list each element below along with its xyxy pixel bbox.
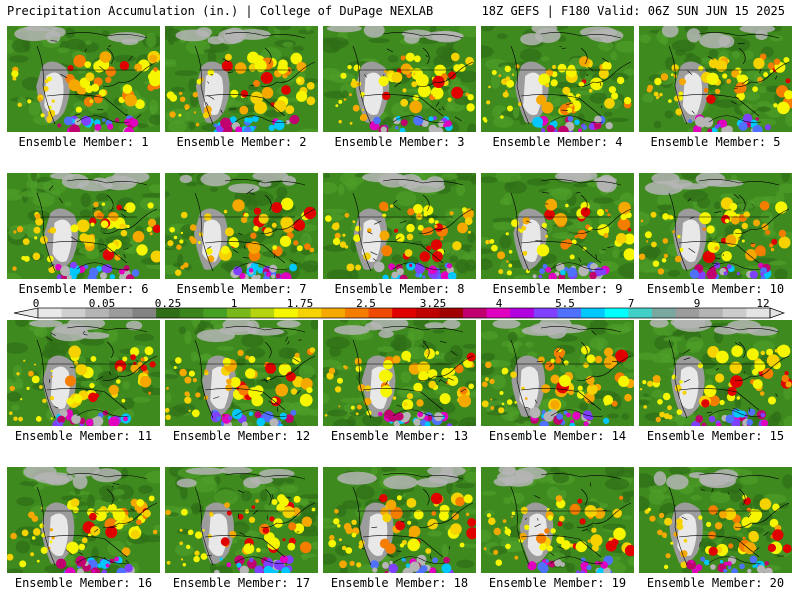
ensemble-map-4 <box>481 26 634 132</box>
colorbar-swatch <box>344 308 369 318</box>
colorbar-tick-label: 0.25 <box>154 297 182 310</box>
ensemble-member-label: Ensemble Member: 3 <box>334 135 465 149</box>
colorbar-max-arrow <box>769 307 786 319</box>
ensemble-map-20 <box>639 467 792 573</box>
ensemble-member-label: Ensemble Member: 16 <box>14 576 153 590</box>
ensemble-member-label: Ensemble Member: 10 <box>646 282 785 296</box>
ensemble-map-5 <box>639 26 792 132</box>
ensemble-member-label: Ensemble Member: 5 <box>650 135 781 149</box>
colorbar-tick-label: 0.05 <box>88 297 116 310</box>
ensemble-map-8 <box>323 173 476 279</box>
colorbar-swatch <box>226 308 251 318</box>
colorbar-swatch <box>533 308 558 318</box>
colorbar-swatch <box>156 308 181 318</box>
ensemble-member-label: Ensemble Member: 17 <box>172 576 311 590</box>
colorbar-swatch <box>250 308 275 318</box>
colorbar-min-arrow <box>13 307 39 319</box>
ensemble-map-3 <box>323 26 476 132</box>
ensemble-member-label: Ensemble Member: 14 <box>488 429 627 443</box>
ensemble-map-14 <box>481 320 634 426</box>
colorbar-swatch <box>463 308 488 318</box>
ensemble-member-label: Ensemble Member: 2 <box>176 135 307 149</box>
ensemble-map-1 <box>7 26 160 132</box>
colorbar-tick-label: 1.75 <box>286 297 314 310</box>
colorbar-swatch <box>203 308 228 318</box>
colorbar-swatch <box>179 308 204 318</box>
page-title: Precipitation Accumulation (in.) | Colle… <box>7 4 434 18</box>
colorbar-swatch <box>699 308 724 318</box>
ensemble-map-9 <box>481 173 634 279</box>
ensemble-map-17 <box>165 467 318 573</box>
ensemble-map-16 <box>7 467 160 573</box>
ensemble-member-label: Ensemble Member: 13 <box>330 429 469 443</box>
ensemble-member-label: Ensemble Member: 7 <box>176 282 307 296</box>
colorbar-swatch <box>368 308 393 318</box>
colorbar-swatch <box>108 308 133 318</box>
ensemble-member-label: Ensemble Member: 19 <box>488 576 627 590</box>
ensemble-map-2 <box>165 26 318 132</box>
ensemble-member-label: Ensemble Member: 9 <box>492 282 623 296</box>
run-info: 18Z GEFS | F180 Valid: 06Z SUN JUN 15 20… <box>481 4 785 18</box>
colorbar-outline <box>37 307 771 319</box>
colorbar-swatch <box>628 308 653 318</box>
colorbar-swatch <box>321 308 346 318</box>
ensemble-member-label: Ensemble Member: 18 <box>330 576 469 590</box>
colorbar-swatch <box>61 308 86 318</box>
ensemble-member-label: Ensemble Member: 12 <box>172 429 311 443</box>
ensemble-map-18 <box>323 467 476 573</box>
colorbar-tick-label: 1 <box>230 297 238 310</box>
colorbar-swatch <box>85 308 110 318</box>
colorbar-swatch <box>486 308 511 318</box>
colorbar-swatch <box>274 308 299 318</box>
colorbar-tick-label: 2.5 <box>356 297 376 310</box>
colorbar-swatch <box>510 308 535 318</box>
ensemble-map-11 <box>7 320 160 426</box>
ensemble-member-label: Ensemble Member: 6 <box>18 282 149 296</box>
ensemble-map-15 <box>639 320 792 426</box>
ensemble-map-13 <box>323 320 476 426</box>
colorbar-swatch <box>439 308 464 318</box>
ensemble-member-label: Ensemble Member: 15 <box>646 429 785 443</box>
colorbar-swatch <box>651 308 676 318</box>
colorbar-tick-label: 9 <box>693 297 701 310</box>
colorbar-swatch <box>38 308 63 318</box>
ensemble-map-10 <box>639 173 792 279</box>
ensemble-member-label: Ensemble Member: 8 <box>334 282 465 296</box>
colorbar-swatch <box>581 308 606 318</box>
colorbar <box>13 307 786 319</box>
colorbar-swatch <box>415 308 440 318</box>
ensemble-map-6 <box>7 173 160 279</box>
colorbar-tick-label: 4 <box>495 297 503 310</box>
colorbar-swatch <box>722 308 747 318</box>
ensemble-member-label: Ensemble Member: 4 <box>492 135 623 149</box>
ensemble-map-19 <box>481 467 634 573</box>
ensemble-member-label: Ensemble Member: 1 <box>18 135 149 149</box>
ensemble-map-12 <box>165 320 318 426</box>
colorbar-tick-label: 12 <box>756 297 770 310</box>
colorbar-swatch <box>746 308 771 318</box>
ensemble-member-label: Ensemble Member: 20 <box>646 576 785 590</box>
colorbar-tick-label: 3.25 <box>419 297 447 310</box>
colorbar-tick-label: 7 <box>627 297 635 310</box>
colorbar-swatch <box>557 308 582 318</box>
colorbar-tick-label: 0 <box>32 297 40 310</box>
colorbar-swatch <box>392 308 417 318</box>
colorbar-swatch <box>132 308 157 318</box>
ensemble-member-label: Ensemble Member: 11 <box>14 429 153 443</box>
colorbar-swatch <box>675 308 700 318</box>
colorbar-swatch <box>297 308 322 318</box>
ensemble-map-7 <box>165 173 318 279</box>
colorbar-swatch <box>604 308 629 318</box>
colorbar-tick-label: 5.5 <box>555 297 575 310</box>
